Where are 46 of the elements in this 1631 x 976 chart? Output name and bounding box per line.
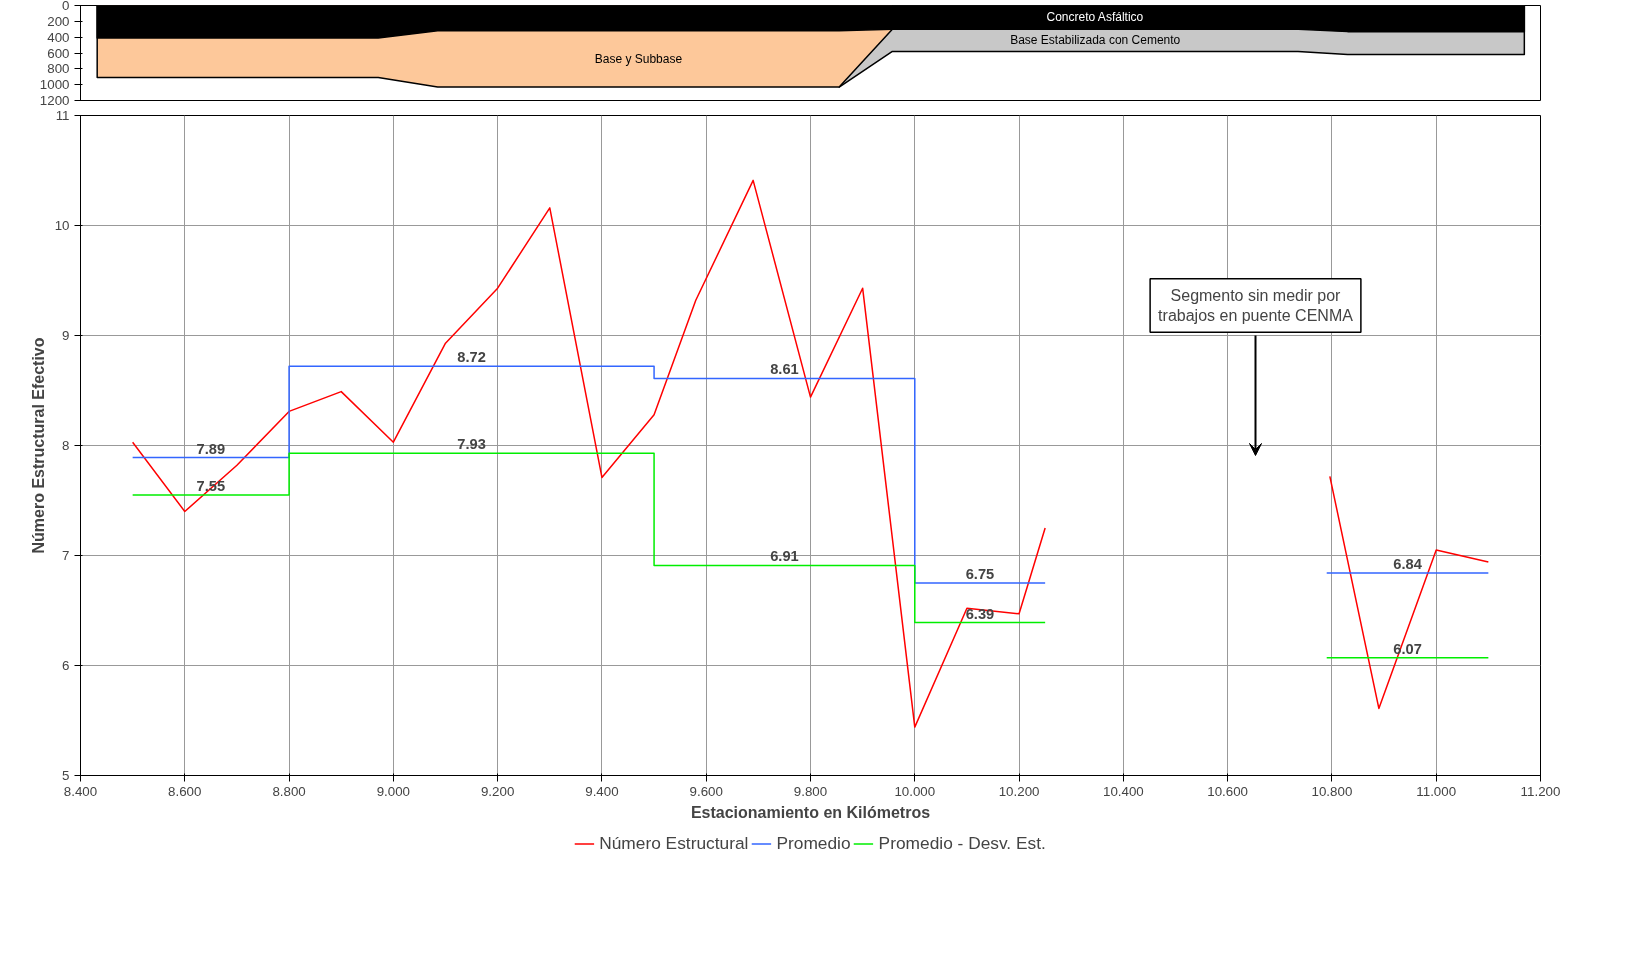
annotation: Segmento sin medir por trabajos en puente CENMA: [1158, 286, 1354, 325]
y-tick-label: 5: [62, 768, 70, 783]
legend-label: Promedio: [776, 832, 851, 854]
x-tick-label: 9.800: [793, 783, 828, 799]
x-tick-label: 9.600: [689, 783, 723, 799]
x-tick-label: 9.000: [376, 783, 411, 799]
x-tick-label: 10.200: [998, 783, 1040, 799]
x-tick-label: 11.000: [1416, 783, 1457, 799]
y-tick-label: 0: [62, 0, 70, 13]
legend-label: Número Estructural: [599, 832, 749, 854]
x-tick-label: 10.800: [1311, 783, 1353, 799]
x-tick-label: 10.600: [1207, 783, 1249, 799]
data-label: 8.72: [457, 349, 486, 366]
y-tick-label: 10: [54, 218, 70, 233]
y-tick-label: 1000: [39, 77, 70, 93]
y-tick-label: 600: [47, 45, 70, 61]
legend-label: Promedio - Desv. Est.: [878, 832, 1046, 854]
x-tick-label: 11.200: [1520, 783, 1561, 799]
y-tick-label: 400: [47, 29, 70, 45]
y-tick-label: 200: [47, 13, 70, 29]
x-tick-label: 9.400: [585, 783, 619, 799]
y-tick-label: 800: [47, 61, 70, 77]
data-label: 6.91: [770, 548, 799, 565]
data-label: 7.93: [457, 436, 486, 453]
y-tick-label: 6: [62, 658, 70, 673]
y-tick-label: 11: [55, 108, 70, 123]
x-tick-label: 10.000: [894, 783, 936, 799]
y-tick-label: 1200: [39, 93, 70, 108]
x-tick-label: 8.600: [168, 783, 202, 799]
y-tick-label: 8: [62, 438, 70, 453]
x-tick-label: 9.200: [480, 783, 515, 799]
data-label: 8.61: [770, 361, 799, 378]
series-label: Base Estabilizada con Cemento: [1010, 33, 1181, 48]
data-label: 6.75: [965, 566, 995, 582]
x-tick-label: 8.400: [63, 783, 98, 799]
x-axis-title: Estacionamiento en Kilómetros: [690, 803, 931, 821]
data-label: 6.84: [1393, 556, 1423, 573]
data-label: 6.39: [965, 605, 995, 622]
x-tick-label: 8.800: [272, 783, 306, 799]
series-label: Base y Subbase: [594, 51, 683, 66]
series-label: Concreto Asfáltico: [1046, 10, 1144, 25]
data-label: 7.89: [196, 440, 226, 457]
y-axis-title: Número Estructural Efectivo: [29, 337, 47, 554]
y-tick-label: 7: [62, 548, 70, 563]
y-tick-label: 9: [62, 328, 70, 343]
x-tick-label: 10.400: [1102, 783, 1144, 799]
